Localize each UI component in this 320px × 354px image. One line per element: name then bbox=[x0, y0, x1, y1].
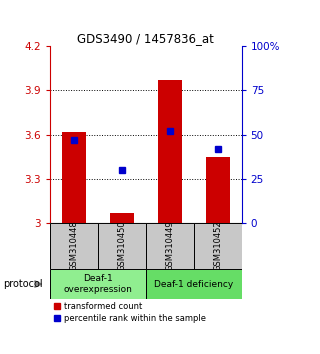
Bar bbox=[109, 213, 134, 223]
Bar bbox=[50, 223, 98, 269]
Title: GDS3490 / 1457836_at: GDS3490 / 1457836_at bbox=[77, 32, 214, 45]
Text: protocol: protocol bbox=[3, 279, 43, 289]
Bar bbox=[194, 223, 242, 269]
Bar bbox=[206, 157, 230, 223]
Text: Deaf-1
overexpression: Deaf-1 overexpression bbox=[63, 274, 132, 294]
Text: GSM310450: GSM310450 bbox=[117, 221, 126, 272]
Text: GSM310452: GSM310452 bbox=[213, 221, 222, 272]
Text: GSM310449: GSM310449 bbox=[165, 221, 174, 272]
Text: Deaf-1 deficiency: Deaf-1 deficiency bbox=[154, 280, 233, 289]
Bar bbox=[158, 80, 182, 223]
Bar bbox=[146, 269, 242, 299]
Bar bbox=[62, 132, 86, 223]
Bar bbox=[98, 223, 146, 269]
Bar bbox=[146, 223, 194, 269]
Bar bbox=[50, 269, 146, 299]
Text: GSM310448: GSM310448 bbox=[69, 221, 78, 272]
Legend: transformed count, percentile rank within the sample: transformed count, percentile rank withi… bbox=[54, 302, 206, 323]
